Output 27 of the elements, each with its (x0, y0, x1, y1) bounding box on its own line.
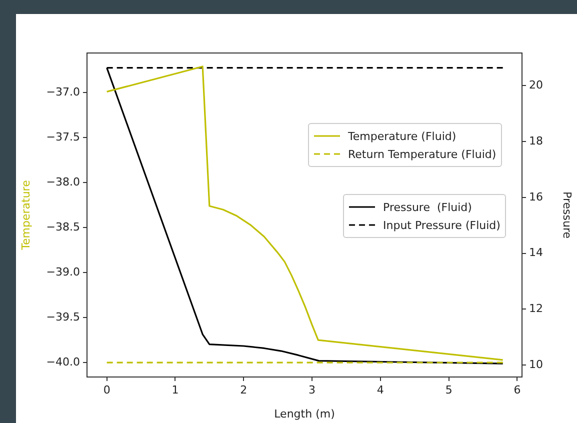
x-axis-title: Length (m) (274, 407, 335, 420)
legend-label: Temperature (Fluid) (348, 130, 456, 142)
y2-tick-label: 10 (529, 358, 543, 371)
y2-tick-label: 16 (529, 190, 543, 204)
x-tick-label: 3 (308, 383, 316, 396)
x-tick-label: 0 (103, 383, 110, 396)
y2-tick-label: 18 (529, 134, 543, 148)
legend-label: Return Temperature (Fluid) (348, 148, 496, 160)
x-tick-label: 6 (514, 383, 521, 396)
x-tick-label: 2 (240, 383, 248, 396)
y-tick-label: −38.5 (46, 220, 80, 234)
y2-tick-label: 12 (529, 302, 543, 315)
x-tick-label: 1 (172, 383, 179, 396)
x-tick-label: 5 (445, 383, 452, 396)
y2-axis-title: Pressure (560, 192, 574, 239)
y-axis-title: Temperature (19, 180, 32, 251)
legend-label: Input Pressure (Fluid) (383, 218, 500, 232)
y-tick-label: −39.5 (46, 310, 80, 324)
y-tick-label: −40.0 (46, 355, 80, 368)
y2-tick-label: 20 (529, 78, 543, 92)
y2-tick-label: 14 (529, 246, 543, 260)
y-tick-label: −37.0 (46, 85, 80, 98)
y-tick-label: −39.0 (46, 265, 80, 278)
legend-label: Pressure (Fluid) (383, 200, 472, 214)
x-tick-label: 4 (376, 383, 384, 396)
y-tick-label: −37.5 (46, 130, 80, 144)
y-tick-label: −38.0 (46, 175, 80, 188)
